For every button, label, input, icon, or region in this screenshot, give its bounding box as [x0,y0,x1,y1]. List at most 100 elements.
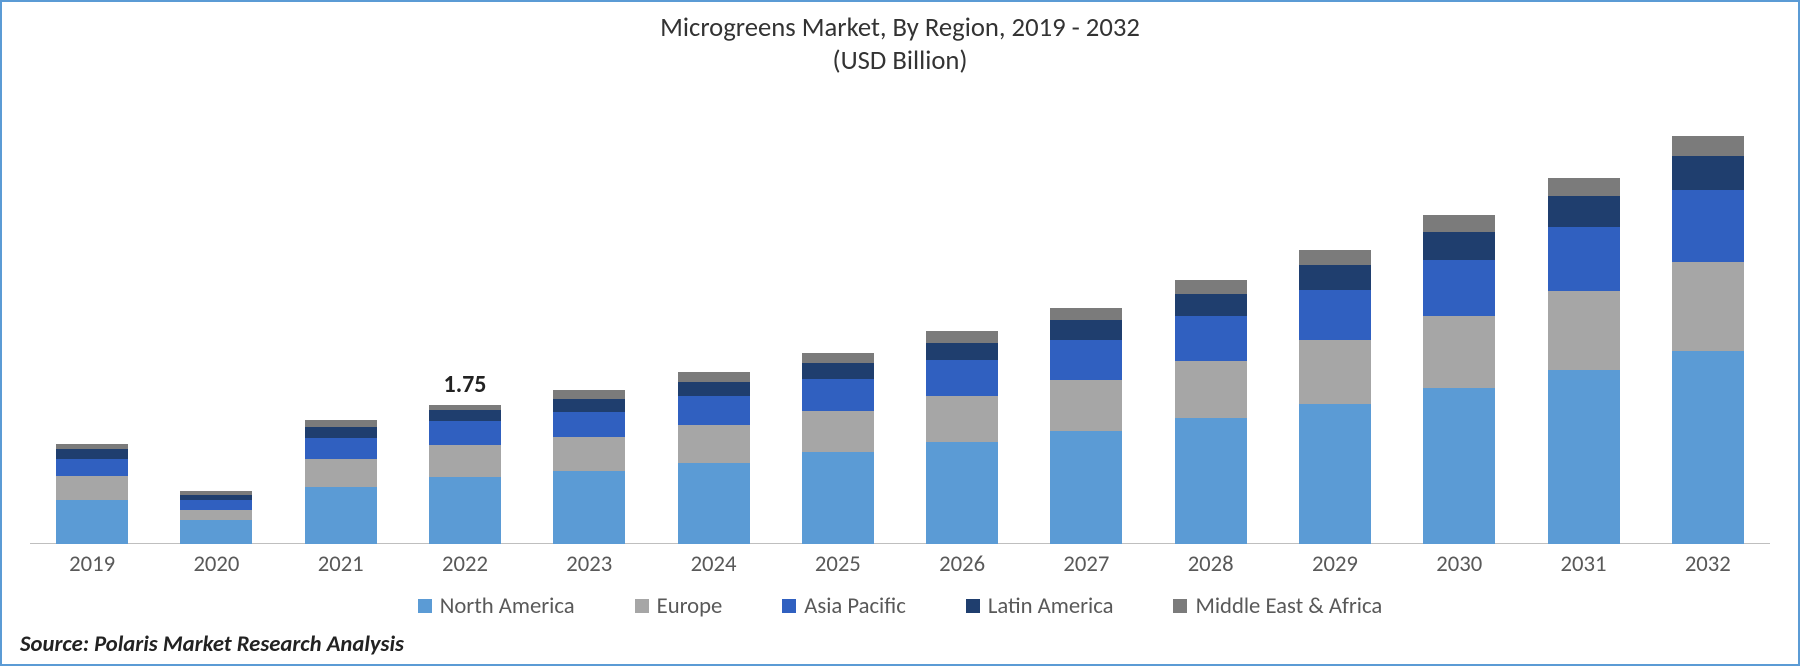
bar-segment-middle-east-africa [1050,308,1122,320]
x-axis-line [30,543,1770,544]
bar-stack [553,390,625,544]
bar-stack [429,405,501,544]
bar-segment-asia-pacific [926,360,998,396]
bar-segment-asia-pacific [1050,340,1122,380]
bar-slot [56,91,128,544]
bar-segment-north-america [180,520,252,544]
bar-segment-europe [553,437,625,470]
legend-item: Middle East & Africa [1173,592,1382,620]
bar-segment-north-america [802,452,874,544]
bar-segment-middle-east-africa [1299,250,1371,265]
x-axis-label: 2026 [900,550,1024,578]
data-callout: 1.75 [444,370,487,399]
chart-title-block: Microgreens Market, By Region, 2019 - 20… [20,12,1780,79]
bar-segment-asia-pacific [180,500,252,510]
legend-swatch [635,599,649,613]
x-axis-label: 2029 [1273,550,1397,578]
bar-segment-north-america [1299,404,1371,544]
bar-segment-europe [1175,361,1247,418]
bar-segment-europe [802,411,874,452]
bar-segment-middle-east-africa [1672,136,1744,156]
bar-segment-north-america [678,463,750,544]
bar-stack [180,491,252,544]
x-axis-label: 2032 [1646,550,1770,578]
bar-slot [1548,91,1620,544]
x-axis-label: 2019 [30,550,154,578]
bar-segment-north-america [56,500,128,544]
bar-slot [553,91,625,544]
bar-stack [1423,215,1495,544]
x-axis-label: 2025 [776,550,900,578]
bar-segment-europe [1299,340,1371,404]
bar-segment-europe [1548,291,1620,371]
bar-segment-middle-east-africa [1548,178,1620,196]
bar-stack [305,420,377,544]
bar-segment-middle-east-africa [802,353,874,363]
legend-swatch [418,599,432,613]
bar-segment-middle-east-africa [1423,215,1495,232]
bar-segment-asia-pacific [802,379,874,411]
bar-segment-asia-pacific [1672,190,1744,262]
plot-area: 1.75 [30,91,1770,544]
chart-frame: Microgreens Market, By Region, 2019 - 20… [0,0,1800,666]
x-axis-labels: 2019202020212022202320242025202620272028… [30,550,1770,578]
bar-slot [1423,91,1495,544]
legend-item: Europe [635,592,723,620]
bar-slot [1672,91,1744,544]
bar-segment-latin-america [1050,320,1122,340]
legend-label: Middle East & Africa [1195,592,1382,620]
bar-segment-europe [180,510,252,520]
legend-swatch [782,599,796,613]
x-axis-label: 2021 [279,550,403,578]
x-axis-label: 2027 [1024,550,1148,578]
x-axis-label: 2020 [154,550,278,578]
bar-segment-north-america [305,487,377,544]
legend-swatch [1173,599,1187,613]
bar-segment-north-america [1423,388,1495,544]
bar-segment-europe [56,476,128,500]
bar-segment-north-america [1548,370,1620,544]
bar-segment-middle-east-africa [305,420,377,427]
bar-segment-middle-east-africa [926,331,998,342]
bar-segment-europe [678,425,750,463]
bar-segment-asia-pacific [305,438,377,459]
bar-stack [802,353,874,544]
bar-segment-latin-america [1423,232,1495,260]
x-axis-label: 2031 [1521,550,1645,578]
legend-item: Asia Pacific [782,592,906,620]
bar-segment-asia-pacific [553,412,625,437]
bar-slot [926,91,998,544]
bar-segment-latin-america [926,343,998,361]
bar-segment-asia-pacific [1423,260,1495,317]
plot-region: 1.75 [30,91,1770,544]
bar-segment-asia-pacific [1175,316,1247,361]
bar-segment-latin-america [1175,294,1247,316]
source-label: Source: Polaris Market Research Analysis [20,630,1780,658]
bar-segment-north-america [429,477,501,544]
x-axis-label: 2024 [651,550,775,578]
chart-title-line-1: Microgreens Market, By Region, 2019 - 20… [20,12,1780,45]
x-axis-label: 2023 [527,550,651,578]
bar-slot [1050,91,1122,544]
bar-slot: 1.75 [429,91,501,544]
bar-segment-latin-america [1548,196,1620,227]
bar-segment-north-america [926,442,998,544]
legend-label: Asia Pacific [804,592,906,620]
bar-stack [678,372,750,544]
bar-segment-latin-america [678,382,750,396]
chart-title-line-2: (USD Billion) [20,45,1780,78]
bar-slot [1299,91,1371,544]
x-axis-label: 2022 [403,550,527,578]
bar-slot [180,91,252,544]
bar-segment-europe [1423,316,1495,388]
bar-segment-north-america [1050,431,1122,544]
bar-segment-europe [1672,262,1744,351]
bar-stack [1548,178,1620,544]
bar-segment-north-america [1175,418,1247,544]
bar-slot [1175,91,1247,544]
bar-slot [678,91,750,544]
bar-segment-latin-america [305,427,377,438]
bar-segment-europe [1050,380,1122,431]
bar-segment-middle-east-africa [1175,280,1247,294]
bar-segment-north-america [1672,351,1744,544]
